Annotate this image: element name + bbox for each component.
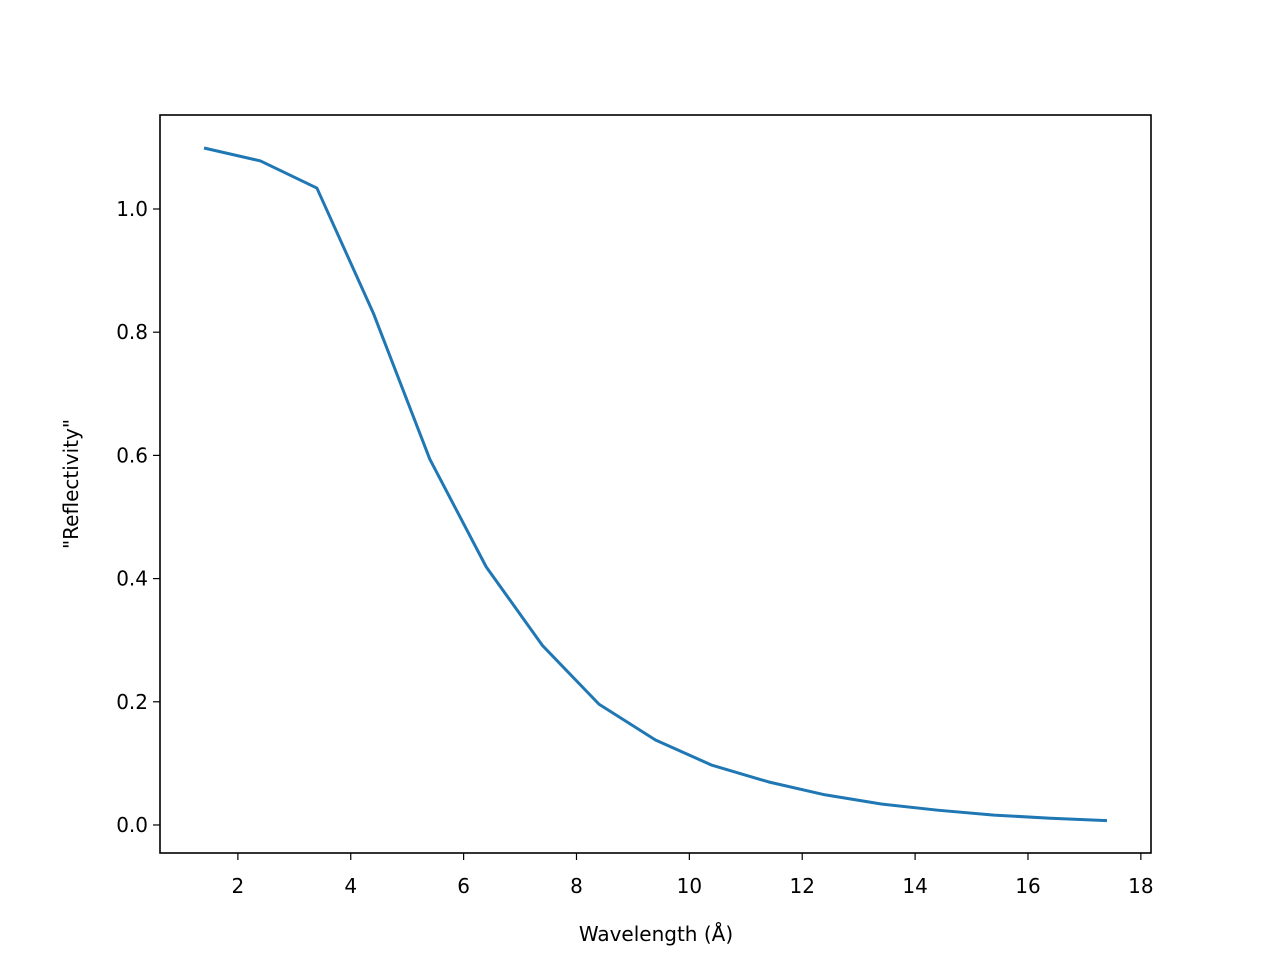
y-tick-label: 1.0 bbox=[116, 197, 148, 221]
y-axis-label: "Reflectivity" bbox=[59, 419, 83, 549]
line bbox=[203, 146, 1108, 823]
x-tick-label: 18 bbox=[1128, 874, 1153, 898]
x-tick-label: 6 bbox=[457, 874, 470, 898]
y-tick-label: 0.0 bbox=[116, 813, 148, 837]
y-tick-label: 0.8 bbox=[116, 320, 148, 344]
x-tick-label: 12 bbox=[790, 874, 815, 898]
x-tick-label: 8 bbox=[570, 874, 583, 898]
y-tick-label: 0.2 bbox=[116, 690, 148, 714]
y-tick-label: 0.4 bbox=[116, 567, 148, 591]
x-tick-label: 14 bbox=[902, 874, 927, 898]
x-axis-label: Wavelength (Å) bbox=[579, 922, 733, 946]
x-tick-label: 16 bbox=[1015, 874, 1040, 898]
x-tick-label: 4 bbox=[344, 874, 357, 898]
x-tick-label: 2 bbox=[232, 874, 245, 898]
x-tick-label: 10 bbox=[677, 874, 702, 898]
y-tick-label: 0.6 bbox=[116, 443, 148, 467]
plot-frame bbox=[159, 114, 1152, 854]
